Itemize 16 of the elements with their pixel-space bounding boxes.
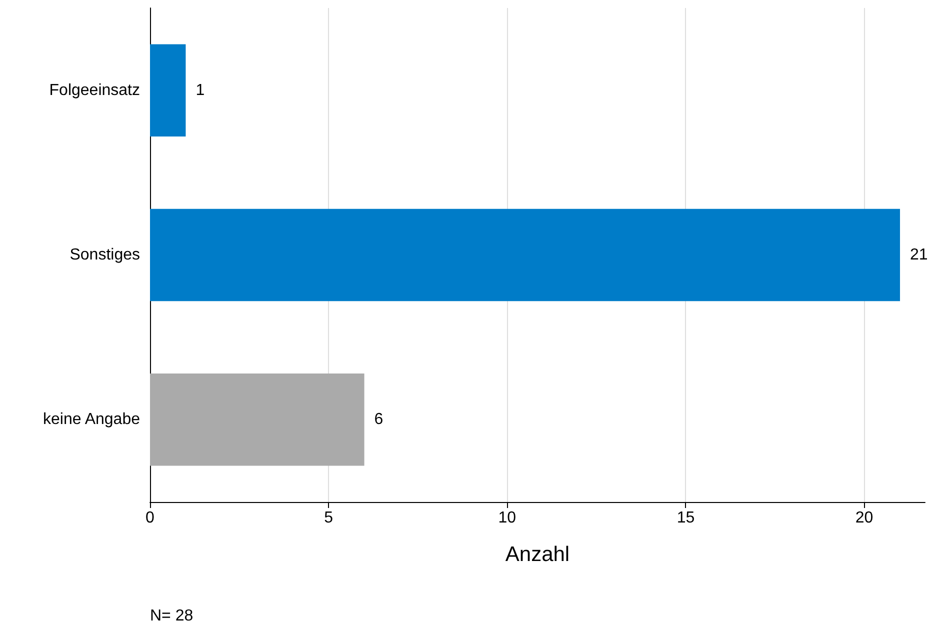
x-tick-label: 0 [146, 510, 155, 526]
x-tick-label: 15 [676, 510, 695, 526]
bar [150, 44, 186, 136]
data-label: 1 [196, 82, 205, 99]
bar [150, 208, 900, 302]
x-tick-label: 20 [855, 510, 874, 526]
data-label: 21 [910, 246, 928, 264]
y-tick-label: Sonstiges [70, 246, 140, 264]
x-axis-title: Anzahl [505, 543, 570, 566]
x-tick-label: 5 [324, 510, 334, 526]
y-tick-label: Folgeeinsatz [49, 82, 140, 99]
data-label: 6 [374, 411, 384, 428]
bar [150, 374, 364, 466]
x-tick-label: 10 [498, 510, 516, 526]
y-tick-label: keine Angabe [43, 411, 140, 428]
text: N= 28 [150, 608, 194, 624]
